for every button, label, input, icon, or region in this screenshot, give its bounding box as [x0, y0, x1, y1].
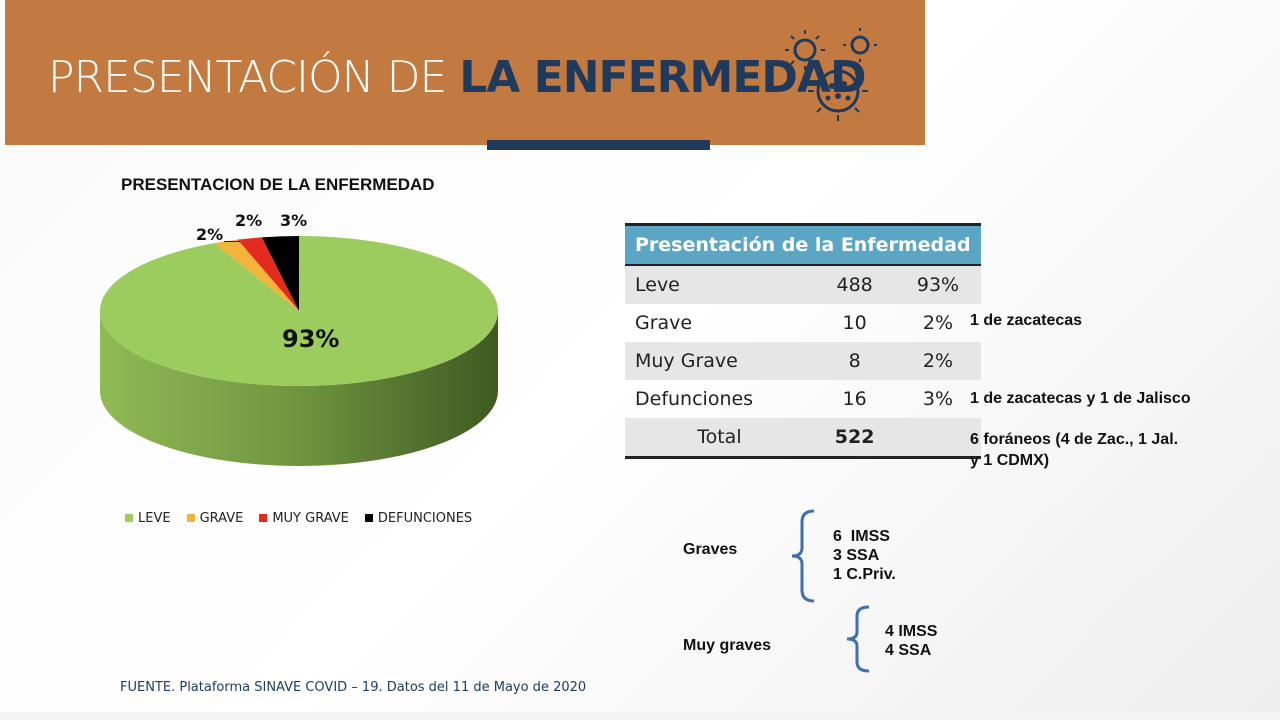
cell-label: Total [625, 418, 814, 458]
chart-title: PRESENTACION DE LA ENFERMEDAD [121, 175, 435, 194]
note-total: 6 foráneos (4 de Zac., 1 Jal. y 1 CDMX) [970, 429, 1178, 471]
cell-empty [895, 418, 981, 458]
muy-graves-item: 4 SSA [885, 642, 932, 659]
graves-item: 1 C.Priv. [833, 566, 896, 583]
label-defunciones: 3% [280, 211, 308, 230]
legend-label: DEFUNCIONES [377, 511, 473, 526]
legend-swatch [125, 514, 133, 522]
cell-count: 488 [813, 265, 896, 304]
cell-pct: 3% [922, 388, 954, 410]
cell-count: 10 [842, 312, 867, 334]
brace-icon [846, 605, 870, 673]
leader-line [224, 241, 240, 242]
cell-count: 522 [813, 418, 896, 458]
table-total-row: Total 522 [625, 418, 981, 458]
muy-graves-label: Muy graves [683, 637, 772, 654]
header-banner: PRESENTACIÓN DE LA ENFERMEDAD [5, 0, 925, 145]
table-row: Muy Grave 8 2% [625, 342, 981, 380]
graves-list: 6 IMSS 3 SSA 1 C.Priv. [833, 527, 896, 584]
source-note: FUENTE. Plataforma SINAVE COVID – 19. Da… [120, 680, 587, 695]
legend-swatch [364, 514, 373, 522]
title-light: PRESENTACIÓN DE [48, 52, 460, 103]
table-row: Leve 488 93% [625, 265, 981, 304]
graves-item: 3 SSA [833, 547, 880, 564]
cell-count: 16 [842, 388, 867, 410]
legend-label: GRAVE [199, 511, 244, 526]
title-bold: LA ENFERMEDAD [459, 52, 866, 103]
pie-slice-leve [100, 236, 499, 386]
note-grave: 1 de zacatecas [970, 312, 1083, 329]
legend-item: MUY GRAVE [259, 511, 349, 526]
note-defunciones: 1 de zacatecas y 1 de Jalisco [970, 390, 1191, 407]
muy-graves-list: 4 IMSS 4 SSA [885, 622, 937, 660]
note-line: 6 foráneos (4 de Zac., 1 Jal. [970, 431, 1179, 448]
table-row: Defunciones 16 3% [625, 380, 981, 418]
accent-bar [487, 140, 710, 150]
chart-legend: LEVE GRAVE MUY GRAVE DEFUNCIONES [125, 511, 472, 526]
pie-slice-grave [214, 239, 299, 311]
pie-chart [100, 236, 499, 466]
cell-label: Muy Grave [625, 342, 814, 380]
label-leve: 93% [282, 325, 340, 353]
graves-label: Graves [683, 541, 738, 558]
legend-swatch [259, 514, 268, 522]
pie-slice-muy-grave [237, 237, 299, 311]
pie-side-leve [100, 311, 498, 466]
table-header: Presentación de la Enfermedad [625, 224, 981, 266]
cell-pct: 93% [895, 265, 981, 304]
muy-graves-item: 4 IMSS [885, 623, 938, 640]
cell-label: Leve [625, 265, 814, 304]
legend-item: DEFUNCIONES [364, 511, 473, 526]
cell-label: Grave [635, 312, 693, 334]
page-title: PRESENTACIÓN DE LA ENFERMEDAD [48, 52, 866, 103]
note-line: y 1 CDMX) [970, 452, 1050, 469]
brace-icon [791, 509, 815, 603]
cell-count: 8 [813, 342, 896, 380]
legend-label: LEVE [138, 511, 171, 526]
pie-slice-defunciones [261, 236, 299, 311]
graves-item: 6 IMSS [833, 528, 890, 545]
legend-swatch [186, 514, 195, 522]
cell-pct: 2% [922, 312, 954, 334]
summary-table: Presentación de la Enfermedad Leve 488 93%… [625, 223, 981, 459]
legend-label: MUY GRAVE [272, 511, 349, 526]
table-row: Grave 10 2% [625, 304, 981, 342]
cell-pct: 2% [895, 342, 981, 380]
label-muy-grave: 2% [235, 211, 263, 230]
label-grave: 2% [196, 225, 224, 244]
virus-icon [785, 28, 877, 121]
cell-label: Defunciones [635, 388, 754, 410]
legend-item: GRAVE [186, 511, 244, 526]
legend-item: LEVE [125, 511, 171, 526]
